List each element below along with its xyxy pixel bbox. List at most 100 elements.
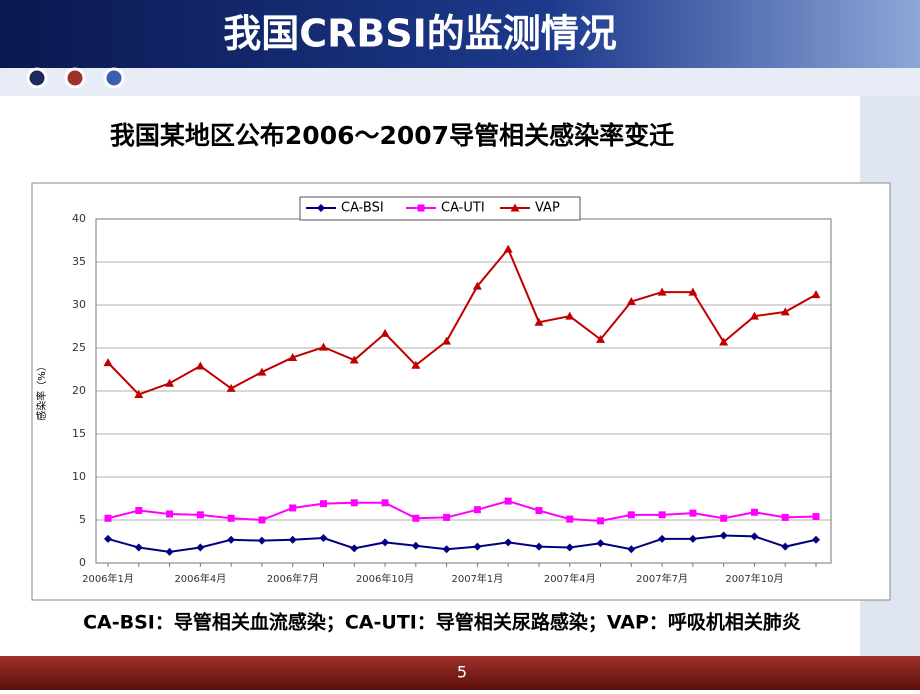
data-point [411, 541, 420, 550]
data-point [658, 511, 666, 519]
data-point [535, 507, 543, 515]
data-point [719, 531, 728, 540]
data-point [104, 514, 112, 522]
data-point [627, 511, 635, 519]
legend-box [299, 196, 581, 221]
y-tick-label: 40 [72, 212, 86, 225]
x-tick-label: 2006年1月 [82, 572, 134, 585]
data-point [319, 534, 328, 543]
data-point [412, 514, 420, 522]
data-point [626, 297, 636, 306]
dot [64, 67, 86, 89]
data-point [657, 287, 667, 296]
data-point [473, 506, 481, 514]
data-point [195, 361, 205, 370]
x-tick-label: 2007年4月 [544, 572, 596, 585]
chart-frame [31, 182, 891, 601]
x-tick-label: 2006年7月 [267, 572, 319, 585]
data-point [350, 499, 358, 507]
slide-title: 我国CRBSI的监测情况 [223, 12, 617, 56]
data-point [289, 504, 297, 512]
data-point [442, 545, 451, 554]
data-point [442, 336, 452, 345]
x-tick-label: 2007年7月 [636, 572, 688, 585]
data-point [627, 545, 636, 554]
y-tick-label: 5 [79, 513, 86, 526]
x-tick-label: 2007年10月 [725, 572, 783, 585]
data-point [510, 203, 520, 212]
data-point [349, 355, 359, 364]
data-point [380, 328, 390, 337]
data-point [166, 510, 174, 518]
data-point [104, 534, 112, 543]
page-number: 5 [457, 663, 467, 682]
data-point [165, 378, 175, 387]
data-point [350, 544, 359, 553]
data-point [227, 514, 235, 522]
header-band [0, 68, 920, 96]
data-point [719, 337, 729, 346]
y-axis-label: 感染率（%） [35, 361, 48, 421]
data-point [381, 538, 390, 547]
data-point [658, 534, 667, 543]
data-point [504, 538, 513, 547]
y-tick-label: 0 [79, 556, 86, 569]
data-point [257, 536, 266, 545]
data-point [565, 543, 574, 552]
data-point [134, 389, 144, 398]
data-point [227, 535, 236, 544]
data-point [288, 352, 298, 361]
data-point [597, 517, 605, 525]
data-point [443, 513, 451, 521]
legend-label: VAP [535, 201, 560, 216]
header-bar [0, 0, 920, 68]
data-point [596, 539, 605, 548]
data-point [472, 281, 482, 290]
data-point [750, 508, 758, 516]
series-line [107, 500, 817, 522]
y-tick-label: 25 [72, 341, 86, 354]
data-point [811, 290, 821, 299]
data-point [135, 507, 143, 515]
data-point [781, 513, 789, 521]
data-point [257, 367, 267, 376]
data-point [720, 514, 728, 522]
dot [103, 67, 125, 89]
series-line [107, 247, 817, 396]
data-point [226, 383, 236, 392]
x-tick-label: 2007年1月 [451, 572, 503, 585]
data-point [473, 542, 482, 551]
data-point [196, 543, 205, 552]
footer-bar [0, 656, 920, 690]
footnote: CA-BSI：导管相关血流感染；CA-UTI：导管相关尿路感染；VAP：呼吸机相… [83, 611, 801, 634]
subtitle: 我国某地区公布2006～2007导管相关感染率变迁 [110, 121, 674, 150]
data-point [318, 342, 328, 351]
data-point [503, 244, 513, 253]
data-point [103, 358, 113, 367]
data-point [411, 360, 421, 369]
chart: 0 5 10 15 20 25 30 35 40 感染率（%） 2006年1月 2006年4月 2006… [35, 196, 832, 585]
data-point [688, 534, 697, 543]
data-point [566, 515, 574, 523]
data-point [417, 204, 425, 212]
x-tick-label: 2006年4月 [174, 572, 226, 585]
data-point [596, 334, 606, 343]
y-tick-label: 10 [72, 470, 86, 483]
data-point [750, 532, 759, 541]
data-point [781, 542, 790, 551]
data-point [196, 511, 204, 519]
y-tick-label: 15 [72, 427, 86, 440]
data-point [319, 500, 327, 508]
data-point [812, 535, 820, 544]
x-tick-label: 2006年10月 [356, 572, 414, 585]
data-point [780, 307, 790, 316]
data-point [812, 513, 820, 521]
data-point [317, 204, 325, 212]
data-point [165, 547, 174, 556]
data-point [381, 499, 389, 507]
data-point [534, 317, 544, 326]
data-point [534, 542, 543, 551]
data-point [565, 311, 575, 320]
series-line [107, 534, 817, 553]
